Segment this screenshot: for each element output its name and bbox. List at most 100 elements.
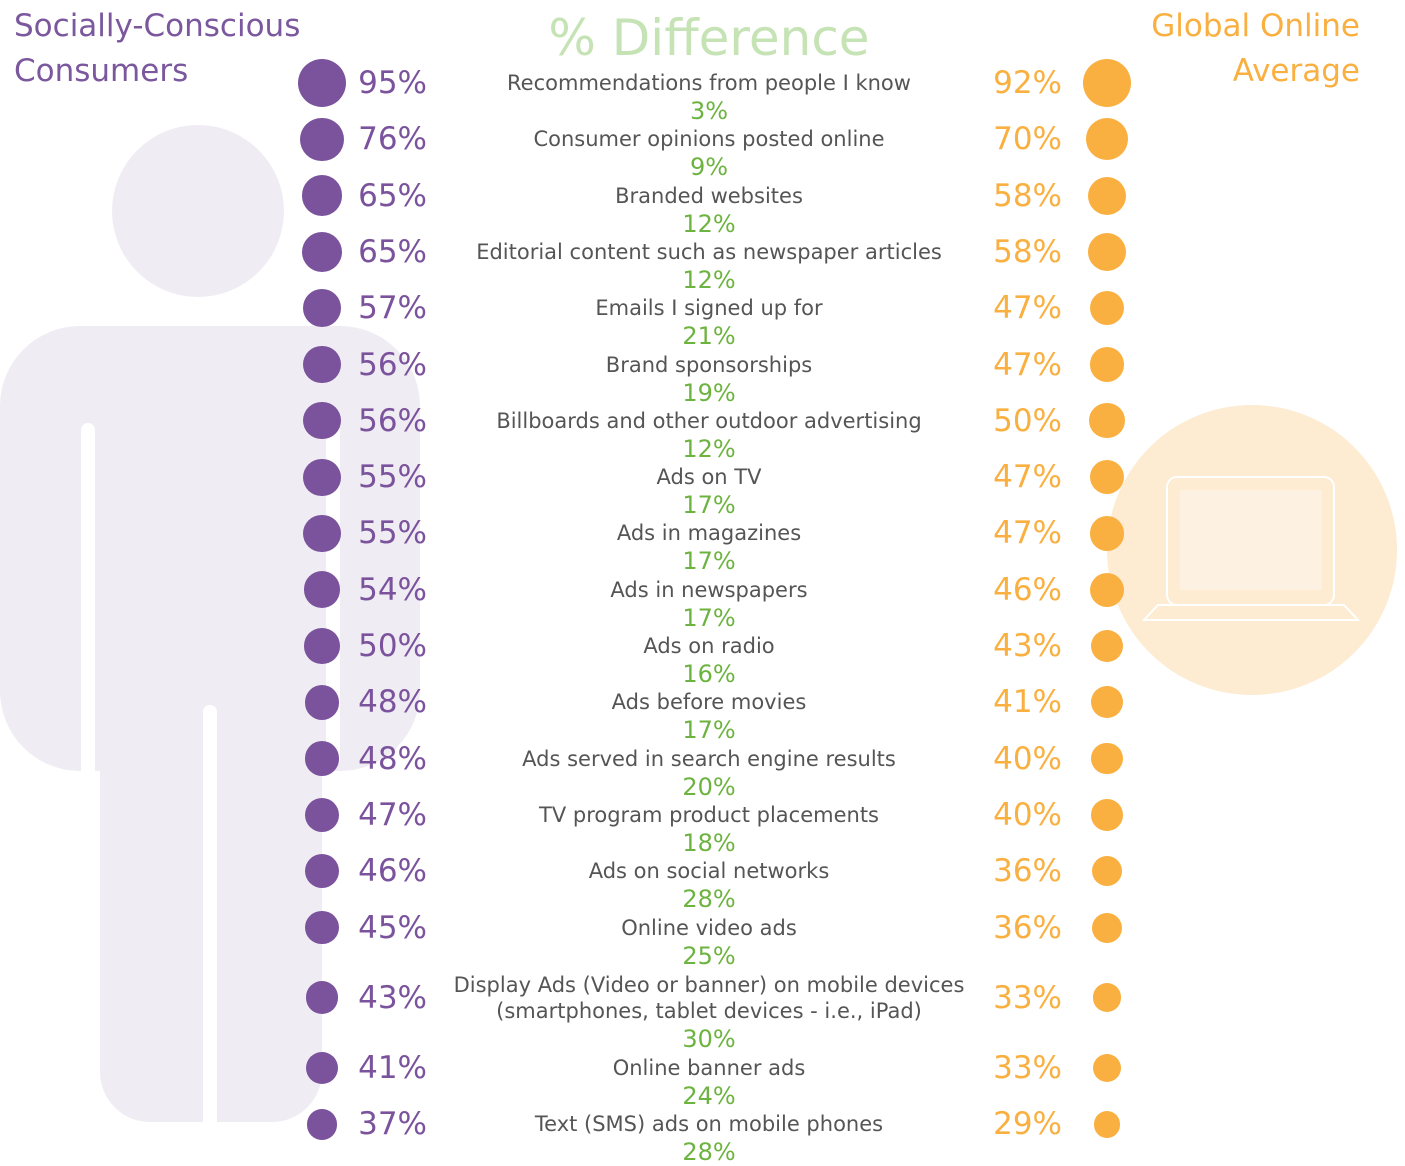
- value-label: 58%: [993, 233, 1062, 270]
- value-label: 40%: [993, 796, 1062, 833]
- value-label: 33%: [993, 979, 1062, 1016]
- difference-label: 3%: [689, 97, 729, 125]
- value-label: 48%: [358, 740, 427, 777]
- value-label: 33%: [993, 1050, 1062, 1087]
- dot: [1083, 59, 1131, 107]
- value-label: 37%: [358, 1106, 427, 1143]
- category-label: Consumer opinions posted online: [533, 127, 885, 152]
- value-label: 92%: [993, 65, 1062, 101]
- difference-label: 28%: [682, 1138, 736, 1166]
- value-label: 47%: [993, 346, 1062, 383]
- dot: [1092, 1053, 1122, 1083]
- category-label: Ads on social networks: [588, 859, 830, 884]
- value-label: 46%: [358, 853, 427, 890]
- value-label: 50%: [993, 402, 1062, 439]
- difference-label: 18%: [682, 828, 736, 857]
- value-label: 48%: [358, 684, 427, 721]
- left-title: Socially-Conscious Consumers: [14, 8, 301, 89]
- value-label: 41%: [993, 684, 1062, 721]
- dot: [297, 58, 347, 108]
- dot: [1090, 629, 1124, 663]
- dot: [1091, 742, 1123, 775]
- category-label: Display Ads (Video or banner) on mobile …: [453, 972, 965, 1023]
- value-label: 55%: [358, 459, 427, 496]
- value-label: 54%: [358, 571, 427, 608]
- dot: [1092, 912, 1122, 943]
- dot: [303, 514, 341, 552]
- value-label: 43%: [993, 628, 1062, 664]
- dot: [1092, 983, 1122, 1013]
- value-label: 47%: [993, 290, 1062, 327]
- value-label: 70%: [993, 121, 1062, 158]
- value-label: 76%: [358, 121, 427, 158]
- center-title: % Difference: [548, 9, 870, 67]
- dot: [304, 741, 340, 776]
- category-label: Ads on radio: [643, 634, 775, 658]
- category-label: Online banner ads: [612, 1056, 806, 1081]
- dot: [303, 345, 341, 384]
- category-label: Billboards and other outdoor advertising: [496, 408, 922, 433]
- dot: [1092, 856, 1122, 887]
- difference-label: 30%: [682, 1024, 736, 1053]
- value-label: 95%: [358, 65, 427, 101]
- value-label: 43%: [358, 979, 427, 1016]
- dot: [305, 910, 339, 945]
- dot: [305, 1052, 338, 1085]
- dot: [306, 1109, 338, 1140]
- difference-label: 17%: [682, 547, 736, 576]
- value-label: 47%: [993, 459, 1062, 496]
- value-label: 56%: [358, 346, 427, 383]
- category-label: Ads before movies: [611, 690, 807, 715]
- dot: [305, 981, 339, 1015]
- dot: [304, 628, 340, 664]
- dot: [300, 117, 344, 162]
- dot: [1086, 118, 1128, 161]
- dot: [1089, 347, 1125, 382]
- value-label: 40%: [993, 740, 1062, 777]
- category-label: Recommendations from people I know: [507, 71, 911, 95]
- category-label: Emails I signed up for: [595, 296, 823, 321]
- difference-label: 9%: [689, 153, 729, 182]
- value-label: 47%: [993, 515, 1062, 552]
- dot: [1089, 291, 1125, 326]
- value-label: 29%: [993, 1106, 1062, 1143]
- dot: [303, 571, 341, 609]
- category-label: Ads in newspapers: [610, 577, 808, 602]
- difference-label: 17%: [682, 603, 736, 632]
- dot: [1087, 232, 1127, 271]
- value-label: 55%: [358, 515, 427, 552]
- difference-label: 20%: [682, 772, 736, 801]
- difference-label: 12%: [682, 265, 736, 294]
- category-label: Ads served in search engine results: [522, 746, 896, 771]
- difference-label: 12%: [682, 209, 736, 238]
- value-label: 47%: [358, 796, 427, 833]
- dot: [305, 854, 339, 889]
- category-label: Online video ads: [621, 915, 797, 940]
- dot: [303, 289, 341, 328]
- value-label: 58%: [993, 177, 1062, 214]
- category-label: Text (SMS) ads on mobile phones: [534, 1112, 884, 1137]
- difference-label: 12%: [682, 434, 736, 463]
- difference-label: 19%: [682, 378, 736, 407]
- difference-label: 25%: [682, 941, 736, 970]
- difference-label: 24%: [682, 1082, 736, 1111]
- right-title: Global Online Average: [1151, 8, 1360, 89]
- dot: [1089, 459, 1125, 495]
- dot: [1089, 516, 1125, 551]
- category-label: Branded websites: [615, 183, 803, 208]
- dot: [301, 175, 343, 216]
- difference-label: 16%: [682, 660, 736, 688]
- value-label: 57%: [358, 290, 427, 327]
- value-label: 41%: [358, 1050, 427, 1087]
- dot: [1090, 572, 1124, 607]
- dot: [303, 458, 341, 496]
- value-label: 46%: [993, 571, 1062, 608]
- dot: [1089, 403, 1125, 439]
- difference-label: 28%: [682, 885, 736, 914]
- category-label: TV program product placements: [539, 802, 879, 827]
- value-label: 65%: [358, 177, 427, 214]
- dot: [1091, 799, 1123, 831]
- category-label: Ads in magazines: [616, 521, 802, 546]
- value-label: 65%: [358, 233, 427, 270]
